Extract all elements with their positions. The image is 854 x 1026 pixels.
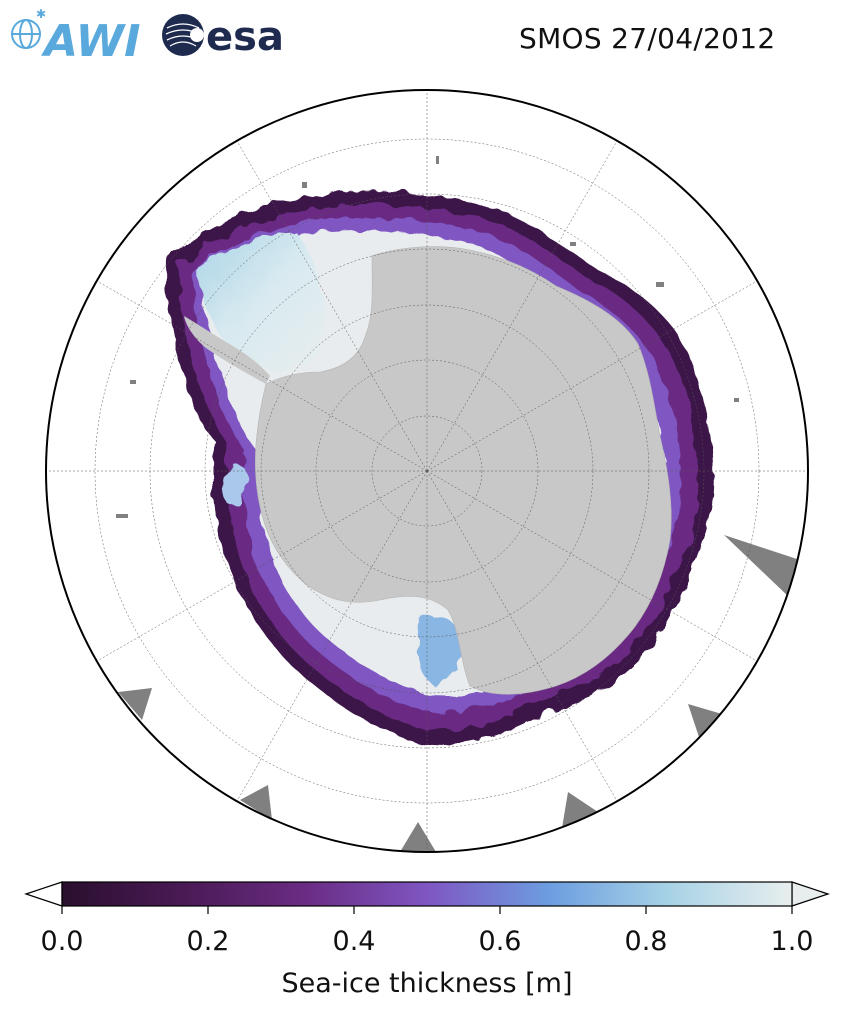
- antarctic-peninsula: [184, 316, 270, 384]
- map-title: SMOS 27/04/2012: [519, 22, 776, 55]
- colorbar-tick-label: 0.2: [187, 926, 230, 957]
- colorbar-tick-label: 0.8: [625, 926, 668, 957]
- no-data-patches: [116, 156, 800, 852]
- map-boundary: [45, 89, 809, 853]
- colorbar-tick-label: 1.0: [771, 926, 814, 957]
- colorbar-tick-label: 0.4: [333, 926, 376, 957]
- polar-map: [45, 89, 809, 853]
- antarctica-land: [254, 246, 672, 695]
- colorbar-ticks: 0.0 0.2 0.4 0.6 0.8 1.0: [41, 906, 814, 957]
- awi-logo: ✱ AWI: [11, 7, 141, 67]
- colorbar-tick-label: 0.6: [479, 926, 522, 957]
- awi-logo-text: AWI: [41, 16, 141, 67]
- ross-ice-blue: [417, 616, 463, 684]
- esa-logo: esa: [162, 14, 284, 60]
- weddell-thick-ice: [196, 232, 324, 370]
- colorbar: 0.0 0.2 0.4 0.6 0.8 1.0 Sea-ice thickness [m]: [24, 881, 830, 999]
- colorbar-tick-label: 0.0: [41, 926, 84, 957]
- logos: ✱ AWI esa: [11, 7, 284, 67]
- esa-logo-text: esa: [206, 14, 284, 60]
- colorbar-gradient: [61, 881, 793, 907]
- awi-star-icon: ✱: [36, 7, 46, 21]
- colorbar-label: Sea-ice thickness [m]: [281, 968, 572, 999]
- graticule: [46, 90, 808, 852]
- colorbar-extend-max: [791, 881, 830, 907]
- esa-emblem-icon: [162, 14, 204, 56]
- amundsen-ice: [223, 465, 248, 505]
- awi-globe-icon: [11, 19, 41, 49]
- colorbar-extend-min: [24, 881, 63, 907]
